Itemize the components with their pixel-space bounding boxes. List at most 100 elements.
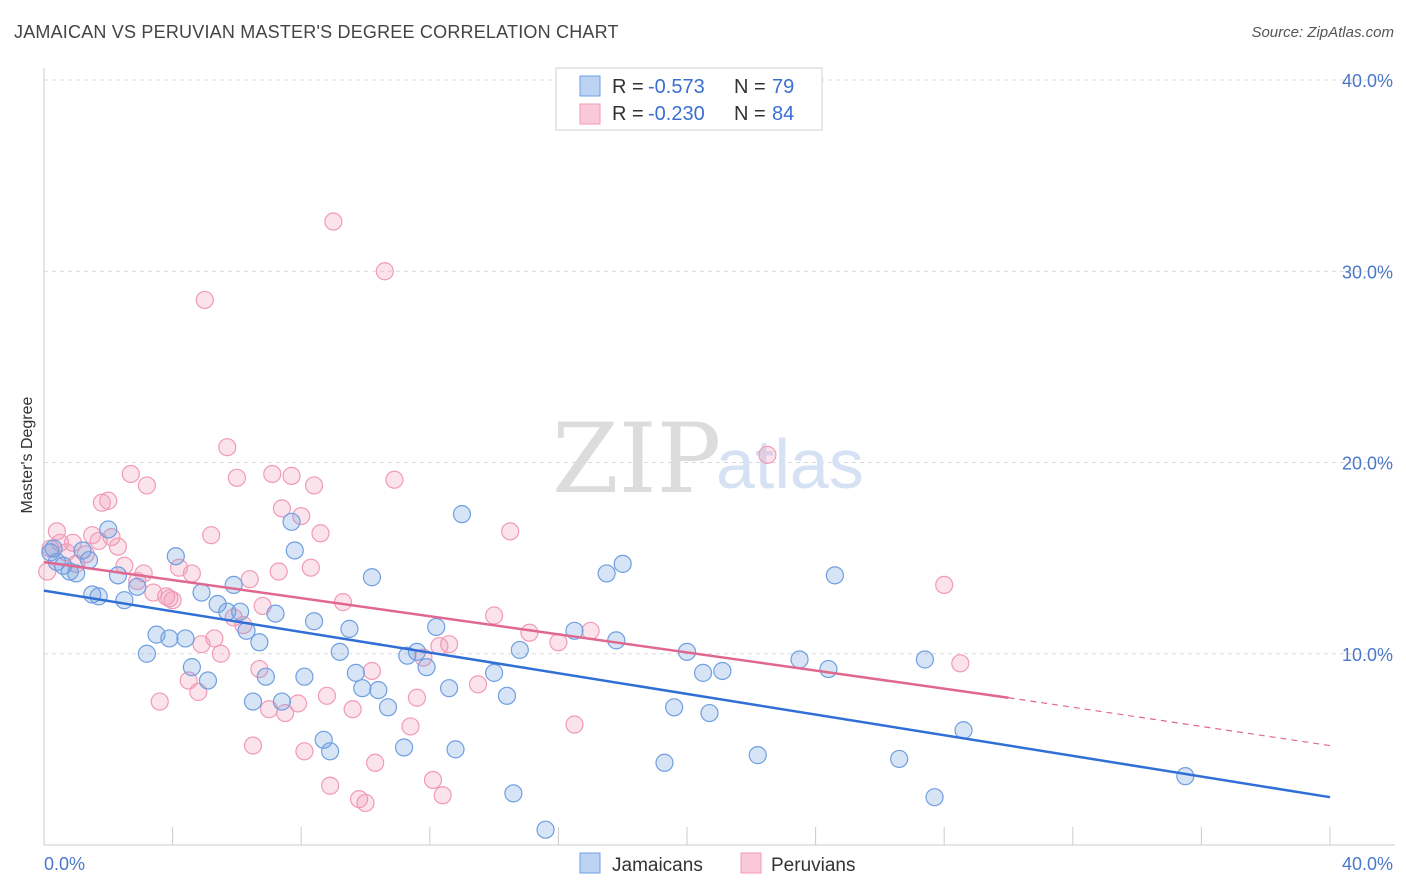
jamaicans-point bbox=[79, 550, 99, 570]
legend-n-label-1: N = bbox=[734, 76, 766, 98]
peruvians-point bbox=[263, 464, 282, 484]
peruvians-point bbox=[343, 700, 362, 719]
bottom-legend-swatch-peruvians bbox=[740, 852, 762, 874]
jamaicans-point bbox=[890, 749, 909, 769]
trend-lines bbox=[43, 560, 1331, 799]
jamaicans-point bbox=[790, 650, 809, 669]
watermark-atlas: atlas bbox=[716, 425, 864, 503]
peruvians-point bbox=[485, 606, 504, 625]
bottom-legend-label-peruvians: Peruvians bbox=[771, 855, 856, 876]
jamaicans-point bbox=[115, 591, 134, 610]
jamaicans-point bbox=[250, 633, 269, 652]
y-tick-label-30: 30.0% bbox=[1342, 262, 1393, 282]
jamaicans-point bbox=[99, 520, 118, 539]
peruvians-point bbox=[520, 623, 539, 642]
x-tick-label-min: 0.0% bbox=[44, 854, 85, 874]
jamaicans-point bbox=[504, 784, 523, 803]
legend-r-label-2: R = bbox=[612, 103, 644, 125]
peruvians-point bbox=[423, 770, 443, 790]
peruvians-point bbox=[581, 621, 600, 640]
peruvians-point bbox=[108, 537, 128, 556]
jamaicans-point bbox=[256, 667, 275, 686]
peruvians-point bbox=[240, 570, 259, 589]
jamaicans-point bbox=[417, 658, 436, 677]
jamaicans-point bbox=[137, 644, 156, 663]
jamaicans-trend-line bbox=[43, 589, 1331, 799]
jamaicans-point bbox=[665, 698, 684, 717]
y-tick-label-20: 20.0% bbox=[1342, 454, 1393, 474]
source-label: Source: ZipAtlas.com bbox=[1251, 24, 1394, 41]
jamaicans-point bbox=[398, 646, 417, 665]
peruvians-point bbox=[468, 675, 488, 694]
legend-swatch-peruvians bbox=[579, 103, 601, 125]
jamaicans-point bbox=[427, 617, 446, 637]
legend-n-value-1: 79 bbox=[772, 76, 794, 98]
peruvians-point bbox=[304, 476, 324, 495]
watermark: ZIP atlas bbox=[552, 403, 864, 515]
peruvians-point bbox=[375, 262, 394, 281]
jamaicans-point bbox=[693, 663, 713, 682]
peruvians-point bbox=[202, 526, 221, 545]
legend-r-value-2: -0.230 bbox=[648, 103, 705, 125]
jamaicans-point bbox=[446, 740, 465, 759]
peruvians-point bbox=[385, 470, 404, 489]
jamaicans-point bbox=[353, 679, 372, 698]
peruvians-point bbox=[227, 468, 246, 487]
peruvians-point bbox=[321, 776, 340, 795]
peruvians-point bbox=[288, 694, 308, 713]
legend-r-value-1: -0.573 bbox=[648, 76, 705, 98]
chart-title: JAMAICAN VS PERUVIAN MASTER'S DEGREE COR… bbox=[14, 22, 619, 42]
jamaicans-point bbox=[748, 746, 767, 765]
peruvians-point bbox=[565, 715, 584, 734]
peruvians-point bbox=[195, 290, 214, 310]
peruvians-points bbox=[38, 212, 970, 813]
peruvians-point bbox=[301, 558, 320, 577]
jamaicans-point bbox=[700, 703, 719, 723]
jamaicans-point bbox=[266, 604, 285, 623]
peruvians-point bbox=[758, 445, 777, 464]
x-tick-labels: 0.0% 40.0% bbox=[44, 854, 1393, 874]
jamaicans-point bbox=[330, 642, 349, 661]
peruvians-point bbox=[269, 562, 288, 581]
jamaicans-point bbox=[369, 680, 388, 700]
peruvians-point bbox=[439, 635, 459, 654]
peruvians-point bbox=[63, 533, 83, 552]
peruvians-point bbox=[362, 661, 382, 681]
jamaicans-point bbox=[340, 619, 359, 638]
jamaicans-point bbox=[607, 631, 626, 650]
peruvians-point bbox=[92, 493, 111, 512]
jamaicans-point bbox=[485, 663, 504, 682]
jamaicans-point bbox=[243, 692, 263, 711]
jamaicans-point bbox=[925, 788, 944, 807]
jamaicans-point bbox=[176, 629, 195, 648]
peruvians-point bbox=[401, 717, 420, 736]
jamaicans-point bbox=[285, 541, 304, 560]
legend-n-value-2: 84 bbox=[772, 103, 794, 125]
peruvians-point bbox=[211, 644, 230, 663]
jamaicans-point bbox=[128, 577, 147, 596]
jamaicans-point bbox=[825, 566, 844, 585]
jamaicans-point bbox=[272, 692, 292, 711]
peruvians-point bbox=[311, 524, 330, 543]
jamaicans-point bbox=[321, 742, 340, 761]
peruvians-point bbox=[160, 589, 179, 608]
jamaicans-point bbox=[655, 753, 674, 772]
peruvians-point bbox=[407, 688, 427, 707]
jamaicans-point bbox=[819, 659, 838, 679]
peruvians-point bbox=[324, 212, 343, 231]
peruvians-point bbox=[282, 466, 301, 485]
jamaicans-point bbox=[160, 629, 179, 648]
peruvians-point bbox=[150, 692, 169, 711]
peruvians-point bbox=[99, 491, 118, 510]
axes bbox=[43, 68, 1395, 846]
jamaicans-point bbox=[73, 541, 92, 560]
peruvians-point bbox=[276, 703, 295, 723]
jamaicans-point bbox=[208, 594, 227, 614]
bottom-legend-swatch-jamaicans bbox=[579, 852, 601, 874]
y-tick-labels: 10.0% 20.0% 30.0% 40.0% bbox=[1342, 71, 1393, 665]
jamaicans-point bbox=[89, 587, 108, 606]
jamaicans-point bbox=[304, 612, 324, 631]
jamaicans-point bbox=[394, 738, 414, 757]
jamaicans-point bbox=[497, 686, 517, 705]
